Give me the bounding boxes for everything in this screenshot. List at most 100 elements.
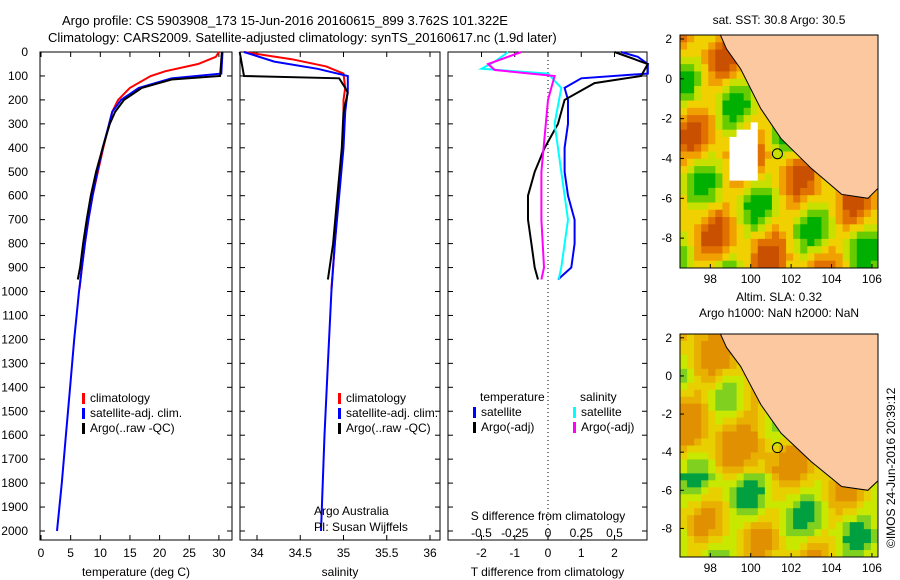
map-cell (786, 217, 794, 225)
map-cell (708, 487, 716, 495)
map-cell (757, 136, 766, 145)
map-cell (743, 115, 752, 123)
map-cell (694, 78, 702, 87)
map-cell (743, 459, 752, 467)
map-cell (750, 115, 759, 123)
map-cell (701, 136, 709, 145)
map-cell (687, 253, 695, 262)
map-cell (863, 522, 872, 530)
x-tick-label: 1 (578, 546, 585, 560)
y-tick-label: 400 (8, 141, 28, 155)
map-cell (793, 166, 801, 174)
map-cell (708, 56, 716, 65)
map-cell (680, 466, 688, 474)
map-cell (821, 536, 829, 544)
map-cell (687, 260, 695, 269)
map-cell (687, 452, 695, 460)
map-cell (708, 389, 716, 398)
map-cell (715, 231, 723, 240)
map-cell (680, 515, 688, 523)
map-cell (764, 494, 773, 502)
map-cell (821, 209, 829, 218)
map-cell (729, 543, 738, 551)
map-cell (680, 550, 688, 558)
map-cell (793, 224, 801, 233)
map-cell (736, 209, 745, 218)
map-cell (715, 85, 723, 94)
map-cell (680, 85, 688, 94)
map-cell (771, 151, 780, 160)
map-cell (701, 536, 709, 544)
map-cell (687, 543, 695, 551)
map-cell (743, 473, 752, 481)
map-cell (786, 508, 794, 516)
legend-label: Argo(-adj) (481, 420, 534, 434)
map-cell (722, 466, 730, 474)
map-cell (849, 550, 858, 558)
map-cell (715, 375, 723, 384)
map-cell (736, 452, 745, 460)
map-cell (729, 382, 738, 391)
y-tick-label: 1300 (1, 356, 28, 370)
map-cell (786, 452, 794, 460)
map-cell (764, 452, 773, 460)
map-cell (722, 396, 730, 405)
map-cell (856, 209, 865, 218)
map-cell (849, 515, 858, 523)
map-cell (722, 501, 730, 509)
map-cell (849, 260, 858, 269)
map-cell (786, 231, 794, 240)
map-cell (757, 180, 766, 189)
map-cell (715, 487, 723, 495)
map-cell (722, 375, 730, 384)
x-tick-label: 36 (423, 546, 437, 560)
map-cell (786, 238, 794, 247)
map-cell (715, 253, 723, 262)
map-cell (736, 107, 745, 116)
map-cell (736, 487, 745, 495)
map-cell (722, 260, 730, 269)
map-cell (764, 445, 773, 453)
map-cell (736, 78, 745, 87)
legend-label: satellite-adj. clim. (90, 406, 182, 420)
map-cell (743, 466, 752, 474)
legend-label: satellite (581, 405, 622, 419)
map-cell (694, 166, 702, 174)
legend-label: satellite-adj. clim. (346, 406, 438, 420)
map-cell (708, 334, 716, 342)
map-cell (856, 501, 865, 509)
map-cell (701, 238, 709, 247)
map-cell (743, 480, 752, 488)
map-cell (701, 368, 709, 377)
map-cell (694, 136, 702, 145)
map-cell (694, 396, 702, 405)
map-cell (779, 166, 787, 174)
map-cell (736, 410, 745, 419)
map-cell (722, 431, 730, 440)
map-cell (849, 231, 858, 240)
map-cell (729, 173, 738, 182)
map-cell (828, 253, 837, 262)
map-cell (786, 195, 794, 203)
map-cell (743, 253, 752, 262)
map-cell (687, 238, 695, 247)
map-cell (786, 166, 794, 174)
legend-label: climatology (346, 391, 406, 405)
map-cell (722, 180, 730, 189)
map-cell (715, 410, 723, 419)
map-cell (708, 115, 716, 123)
map-cell (793, 501, 801, 509)
legend-label: climatology (90, 391, 150, 405)
legend-label: Argo(-adj) (581, 420, 634, 434)
map-cell (729, 64, 738, 72)
map-cell (835, 536, 844, 544)
map-cell (842, 238, 851, 247)
map-cell (856, 508, 865, 516)
map-cell (743, 224, 752, 233)
map-cell (729, 466, 738, 474)
map-cell (694, 536, 702, 544)
map-cell (786, 438, 794, 446)
map-cell (715, 522, 723, 530)
map-cell (722, 122, 730, 131)
map-cell (807, 508, 815, 516)
